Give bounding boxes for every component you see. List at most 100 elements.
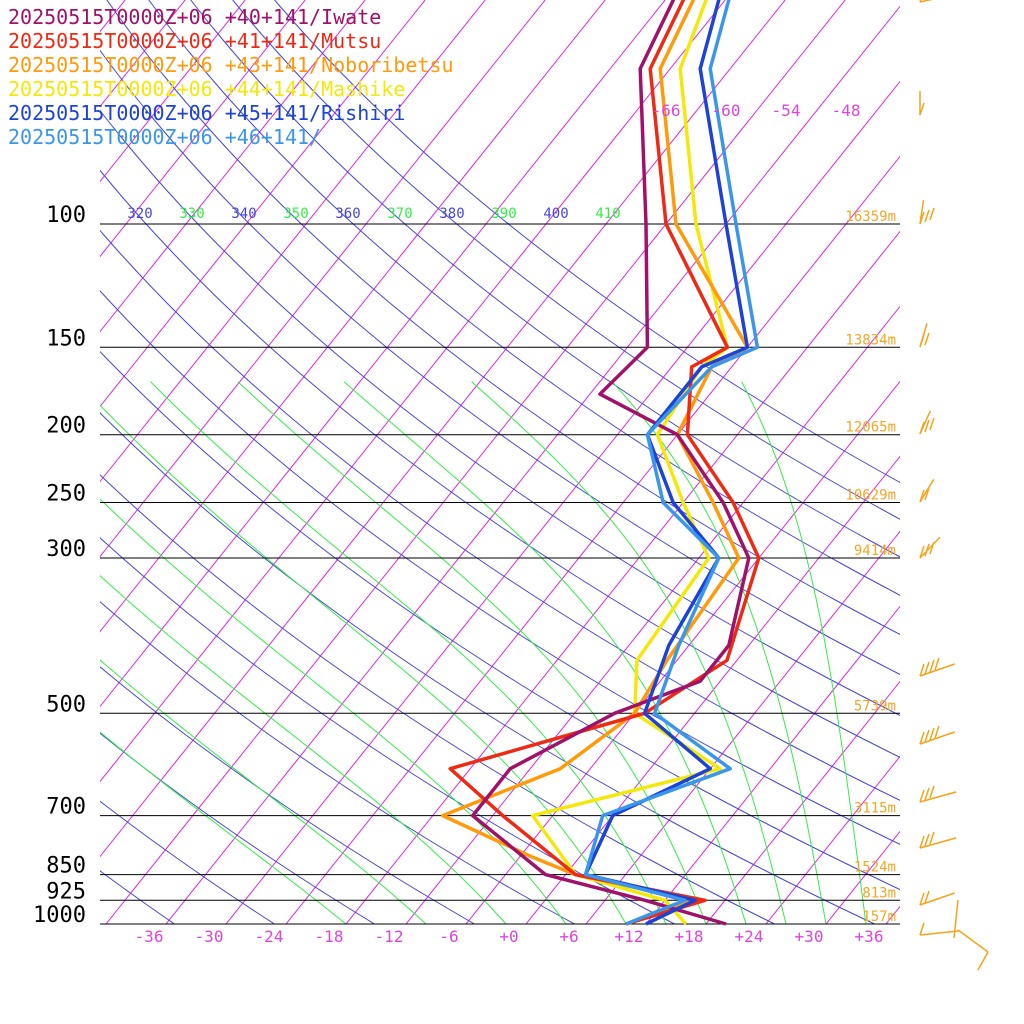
dry-adiabat-line xyxy=(100,169,900,758)
wind-barb xyxy=(919,410,935,435)
wind-barb xyxy=(919,725,955,745)
legend-entry: 20250515T0000Z+06 +45+141/Rishiri xyxy=(8,101,405,125)
wind-barb xyxy=(919,785,957,803)
dry-adiabat-line xyxy=(100,49,900,676)
theta-label: 310 xyxy=(75,206,100,222)
isotherm-line xyxy=(225,80,900,924)
isotherm-line xyxy=(1006,0,1024,924)
moist-adiabat-line xyxy=(100,731,347,924)
dry-adiabat-line xyxy=(100,601,575,924)
upper-temp-label: -60 xyxy=(712,101,741,120)
upper-temp-label: -54 xyxy=(772,101,801,120)
pressure-tick-label: 150 xyxy=(46,326,86,351)
theta-label: 330 xyxy=(179,206,204,222)
dry-adiabat-line xyxy=(232,0,900,520)
dry-adiabat-line xyxy=(274,0,900,483)
moist-adiabat-line xyxy=(100,404,627,924)
x-tick-label: -18 xyxy=(315,927,344,946)
sounding-line-4 xyxy=(530,0,730,926)
legend-entry: 20250515T0000Z+06 +43+141/Noboribetsu xyxy=(8,53,454,77)
moist-adiabat-line xyxy=(741,381,867,924)
dry-adiabat-line xyxy=(100,412,875,924)
wind-barb xyxy=(919,890,955,906)
pressure-tick-label: 500 xyxy=(46,692,86,717)
theta-label: 380 xyxy=(439,206,464,222)
dry-adiabat-line xyxy=(100,350,900,891)
wind-barb xyxy=(919,536,941,559)
wind-barb xyxy=(919,323,930,348)
theta-label: 400 xyxy=(543,206,568,222)
legend-entry: 20250515T0000Z+06 +44+141/Mashike xyxy=(8,77,405,101)
x-tick-label: +36 xyxy=(855,927,884,946)
theta-label: 410 xyxy=(595,206,620,222)
dry-adiabat-line xyxy=(100,474,775,924)
pressure-tick-label: 700 xyxy=(46,795,86,820)
isotherm-line xyxy=(100,0,426,408)
dry-adiabat-line xyxy=(106,0,900,635)
moist-adiabat-line xyxy=(471,381,787,924)
theta-label: 350 xyxy=(283,206,308,222)
height-label: 12065m xyxy=(845,420,896,436)
moist-adiabat-line xyxy=(100,498,567,924)
isotherm-line xyxy=(465,380,900,924)
isotherm-line xyxy=(825,830,900,924)
dry-adiabat-line xyxy=(190,0,900,558)
dry-adiabat-line xyxy=(100,109,900,717)
theta-label: 390 xyxy=(491,206,516,222)
height-label: 5739m xyxy=(854,698,896,714)
pressure-tick-label: 1000 xyxy=(33,903,86,928)
pressure-tick-label: 300 xyxy=(46,537,86,562)
isotherm-line xyxy=(100,0,366,333)
sounding-line-6 xyxy=(583,0,760,926)
theta-label: 340 xyxy=(231,206,256,222)
moist-adiabat-line xyxy=(100,574,507,924)
wind-barbs xyxy=(919,0,989,971)
isotherm-line xyxy=(285,155,900,924)
sounding-line-2 xyxy=(448,0,761,926)
legend-entry: 20250515T0000Z+06 +41+141/Mutsu xyxy=(8,29,381,53)
sounding-line-1 xyxy=(470,0,751,926)
theta-label: 320 xyxy=(127,206,152,222)
x-tick-label: +18 xyxy=(675,927,704,946)
height-label: 3115m xyxy=(854,801,896,817)
pressure-tick-label: 850 xyxy=(46,854,86,879)
moist-adiabat-line xyxy=(343,381,747,924)
moist-adiabat-line xyxy=(237,381,707,924)
pressure-tick-label: 250 xyxy=(46,482,86,507)
dry-adiabat-line xyxy=(100,229,900,801)
upper-temp-label: -66 xyxy=(652,101,681,120)
isotherm-line xyxy=(405,305,900,924)
isotherm-line xyxy=(705,680,900,924)
wind-barb xyxy=(919,922,960,936)
isotherm-line xyxy=(100,0,726,783)
isotherm-line xyxy=(345,230,900,924)
dry-adiabat-line xyxy=(100,666,475,924)
height-label: 813m xyxy=(862,885,896,901)
isotherm-line xyxy=(100,0,786,858)
sounding-line-3 xyxy=(440,0,750,926)
isotherm-line xyxy=(525,455,900,924)
wind-barb xyxy=(919,831,957,849)
height-label: 9414m xyxy=(854,543,896,559)
moist-adiabat-line xyxy=(100,659,427,924)
x-tick-label: +12 xyxy=(615,927,644,946)
pressure-tick-label: 925 xyxy=(46,879,86,904)
moist-adiabat-line xyxy=(150,381,667,924)
isotherm-line xyxy=(946,0,1024,924)
isotherm-line xyxy=(645,605,900,924)
wind-barb xyxy=(919,657,955,677)
dry-adiabat-line xyxy=(100,290,900,845)
legend-entry: 20250515T0000Z+06 +40+141/Iwate xyxy=(8,5,381,29)
isotherm-line xyxy=(765,755,900,924)
x-tick-label: -24 xyxy=(255,927,284,946)
isotherm-line xyxy=(100,0,666,708)
x-tick-label: +30 xyxy=(795,927,824,946)
theta-label: 360 xyxy=(335,206,360,222)
isotherm-line xyxy=(100,0,246,183)
wind-barb-surface xyxy=(953,899,989,971)
x-tick-label: +24 xyxy=(735,927,764,946)
pressure-tick-label: 200 xyxy=(46,414,86,439)
height-label: 1524m xyxy=(854,860,896,876)
